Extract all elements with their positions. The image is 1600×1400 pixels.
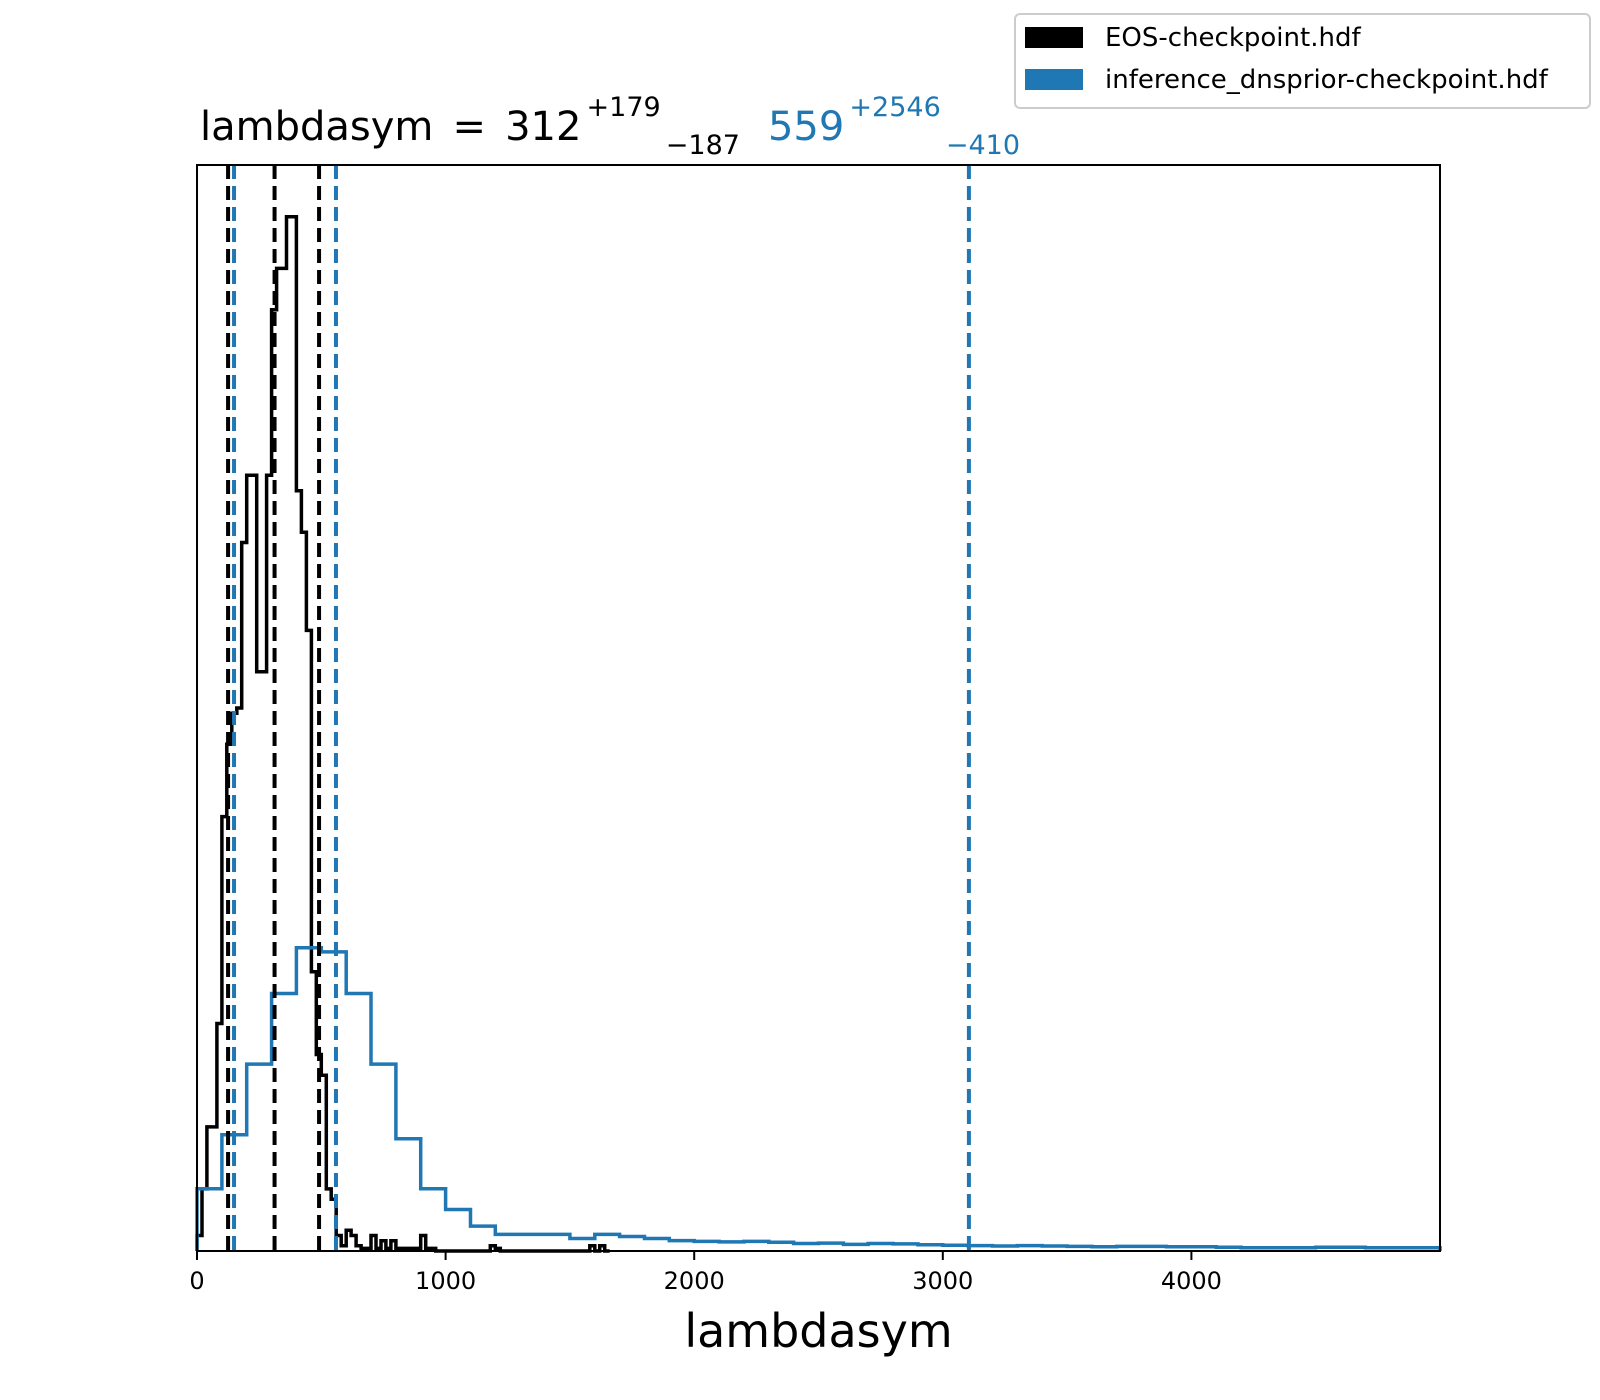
histogram-series-1 xyxy=(195,946,1442,1251)
x-tick-label-0: 0 xyxy=(189,1267,204,1295)
x-tick-label-2: 2000 xyxy=(664,1267,725,1295)
legend-box xyxy=(1014,13,1591,109)
title-median-2: 559 xyxy=(768,104,844,150)
series-layer xyxy=(195,214,1442,1253)
title-parameter: lambdasym xyxy=(200,104,433,150)
plot-frame xyxy=(196,164,1441,1252)
title-median-1: 312 xyxy=(505,104,581,150)
legend: EOS-checkpoint.hdf inference_dnsprior-ch… xyxy=(1014,13,1591,109)
title-plus-2: +2546 xyxy=(849,92,940,123)
x-axis-label: lambdasym xyxy=(684,1304,952,1358)
x-ticks: 0 1000 2000 3000 4000 xyxy=(189,1251,1222,1295)
title-equals: = xyxy=(452,104,486,150)
title-plus-1: +179 xyxy=(587,92,661,123)
title-minus-1: −187 xyxy=(666,130,740,161)
legend-label-eos: EOS-checkpoint.hdf xyxy=(1105,23,1361,53)
legend-swatch-eos xyxy=(1025,27,1083,48)
x-tick-label-3: 3000 xyxy=(912,1267,973,1295)
chart-title: lambdasym = 312 +179 −187 559 +2546 −410 xyxy=(200,92,1020,161)
x-tick-label-1: 1000 xyxy=(415,1267,476,1295)
histogram-series-0 xyxy=(195,214,610,1253)
legend-swatch-dnsprior xyxy=(1025,69,1083,90)
x-tick-label-4: 4000 xyxy=(1161,1267,1222,1295)
quantile-lines xyxy=(226,165,971,1251)
legend-label-dnsprior: inference_dnsprior-checkpoint.hdf xyxy=(1105,65,1549,95)
title-minus-2: −410 xyxy=(946,130,1020,161)
